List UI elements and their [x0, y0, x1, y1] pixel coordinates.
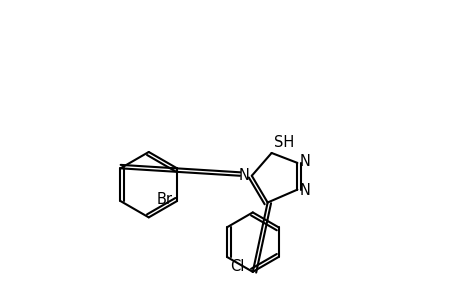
- Text: Br: Br: [157, 191, 173, 206]
- Text: N: N: [238, 168, 249, 183]
- Text: N: N: [299, 183, 309, 198]
- Text: N: N: [299, 154, 309, 169]
- Text: SH: SH: [273, 135, 293, 150]
- Text: Cl: Cl: [230, 259, 244, 274]
